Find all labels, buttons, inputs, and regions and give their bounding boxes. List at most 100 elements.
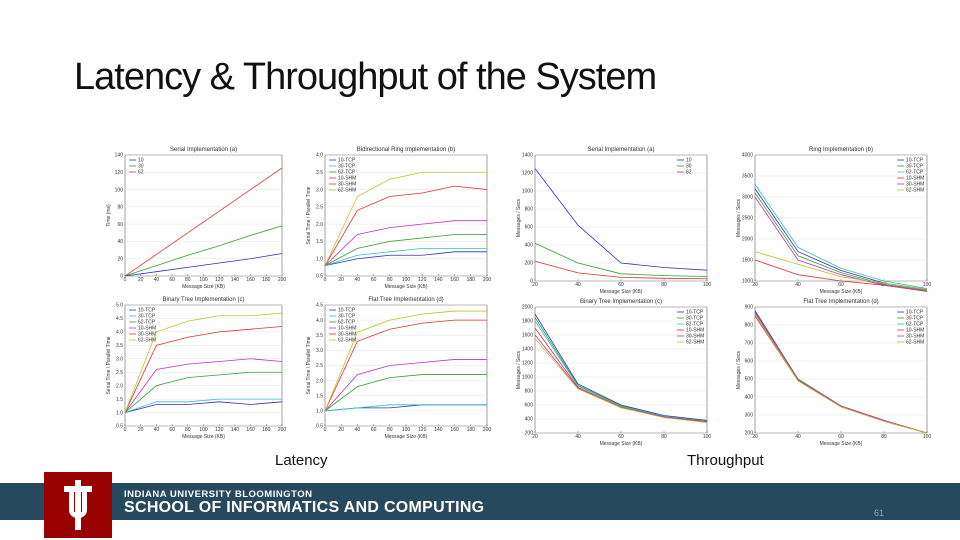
x-tick-label: 0 xyxy=(124,277,127,283)
series-line xyxy=(124,358,283,413)
x-tick-label: 120 xyxy=(215,427,224,433)
y-tick-label: 1.5 xyxy=(316,393,323,399)
y-tick-label: 800 xyxy=(525,389,534,395)
series-line xyxy=(754,196,928,292)
x-tick-label: 60 xyxy=(371,277,377,283)
legend-label: 10-TCP xyxy=(338,158,356,164)
x-tick-label: 100 xyxy=(703,282,712,288)
chart-title: Ring Implementation (b) xyxy=(809,147,873,153)
x-tick-label: 20 xyxy=(752,282,758,288)
series-line xyxy=(534,313,708,421)
x-tick-label: 100 xyxy=(199,427,208,433)
y-tick-label: 0.5 xyxy=(316,274,323,280)
y-tick-label: 3500 xyxy=(742,174,753,180)
series-line xyxy=(124,225,283,277)
x-tick-label: 80 xyxy=(387,277,393,283)
x-tick-label: 40 xyxy=(795,282,801,288)
series-line xyxy=(534,168,708,271)
y-tick-label: 3.5 xyxy=(316,333,323,339)
legend-label: 62-SHM xyxy=(906,188,924,194)
y-tick-label: 2000 xyxy=(522,305,533,311)
x-tick-label: 160 xyxy=(450,277,459,283)
legend-label: 62-TCP xyxy=(906,170,924,176)
series-line xyxy=(324,359,487,412)
chart-title: Bidirectional Ring Implementation (b) xyxy=(357,147,455,153)
series-line xyxy=(124,398,282,413)
y-tick-label: 60 xyxy=(117,222,123,228)
x-axis-label: Message Size (KB) xyxy=(385,434,428,440)
y-tick-label: 0.5 xyxy=(116,424,123,430)
y-tick-label: 2.5 xyxy=(116,370,123,376)
series-line xyxy=(754,251,928,290)
y-tick-label: 4.0 xyxy=(316,318,323,324)
x-tick-label: 80 xyxy=(661,434,667,440)
legend-label: 62-TCP xyxy=(906,322,924,328)
y-tick-label: 1400 xyxy=(522,153,533,159)
x-tick-label: 200 xyxy=(483,277,492,283)
legend-label: 62-SHM xyxy=(138,338,156,344)
legend-label: 30-TCP xyxy=(686,316,704,322)
y-tick-label: 120 xyxy=(115,170,124,176)
series-line xyxy=(124,312,283,413)
y-tick-label: 4.0 xyxy=(116,330,123,336)
legend-label: 10 xyxy=(138,158,144,164)
y-tick-label: 1200 xyxy=(522,171,533,177)
y-tick-label: 40 xyxy=(117,239,123,245)
series-line xyxy=(324,234,487,266)
y-tick-label: 1.0 xyxy=(116,410,123,416)
y-tick-label: 300 xyxy=(745,413,754,419)
chart-title: Binary Tree Implementation (c) xyxy=(580,299,662,305)
trident xyxy=(64,486,92,518)
x-tick-label: 120 xyxy=(215,277,224,283)
x-tick-label: 20 xyxy=(532,282,538,288)
caption: Latency xyxy=(275,452,328,469)
page-number: 61 xyxy=(874,508,885,518)
series-line xyxy=(534,260,708,280)
y-tick-label: 3000 xyxy=(742,195,753,201)
y-tick-label: 0 xyxy=(120,274,123,280)
legend-label: 30-SHM xyxy=(338,182,356,188)
x-tick-label: 40 xyxy=(795,434,801,440)
y-tick-label: 800 xyxy=(745,323,754,329)
slide-title: Latency & Throughput of the System xyxy=(74,56,657,98)
y-tick-label: 1000 xyxy=(742,279,753,285)
x-tick-label: 80 xyxy=(881,434,887,440)
y-tick-label: 0 xyxy=(530,279,533,285)
legend-label: 10-TCP xyxy=(138,308,156,314)
y-tick-label: 900 xyxy=(745,305,754,311)
x-tick-label: 80 xyxy=(185,277,191,283)
y-tick-label: 600 xyxy=(525,225,534,231)
logo-mark xyxy=(64,480,92,530)
legend-label: 30-SHM xyxy=(138,332,156,338)
chart-title: Serial Implementation (a) xyxy=(587,147,654,153)
legend-label: 30-SHM xyxy=(906,182,924,188)
y-axis-label: Messages / Secs xyxy=(516,198,522,237)
legend-label: 10-SHM xyxy=(338,176,356,182)
x-tick-label: 100 xyxy=(703,434,712,440)
y-tick-label: 1000 xyxy=(522,189,533,195)
chart-title: Serial Implementation (a) xyxy=(170,147,237,153)
legend-label: 10-TCP xyxy=(906,310,924,316)
x-tick-label: 60 xyxy=(618,434,624,440)
y-tick-label: 3.5 xyxy=(316,170,323,176)
x-tick-label: 40 xyxy=(154,427,160,433)
university: INDIANA UNIVERSITY BLOOMINGTON xyxy=(124,489,313,500)
caption: Throughput xyxy=(687,452,764,469)
y-tick-label: 4.5 xyxy=(116,316,123,322)
series-line xyxy=(534,338,708,423)
y-tick-label: 400 xyxy=(525,417,534,423)
series-line xyxy=(324,319,487,412)
x-tick-label: 40 xyxy=(355,427,361,433)
legend-label: 62-SHM xyxy=(338,338,356,344)
legend-label: 30 xyxy=(686,164,692,170)
series-line xyxy=(124,253,283,277)
x-tick-label: 60 xyxy=(838,282,844,288)
y-tick-label: 1.5 xyxy=(316,239,323,245)
legend-label: 62 xyxy=(138,170,144,176)
series-line xyxy=(754,312,928,434)
y-axis-label: Serial Time / Parallel Time xyxy=(306,336,312,394)
legend-label: 10 xyxy=(686,158,692,164)
legend-label: 30-TCP xyxy=(338,314,356,320)
legend-label: 30-TCP xyxy=(138,314,156,320)
